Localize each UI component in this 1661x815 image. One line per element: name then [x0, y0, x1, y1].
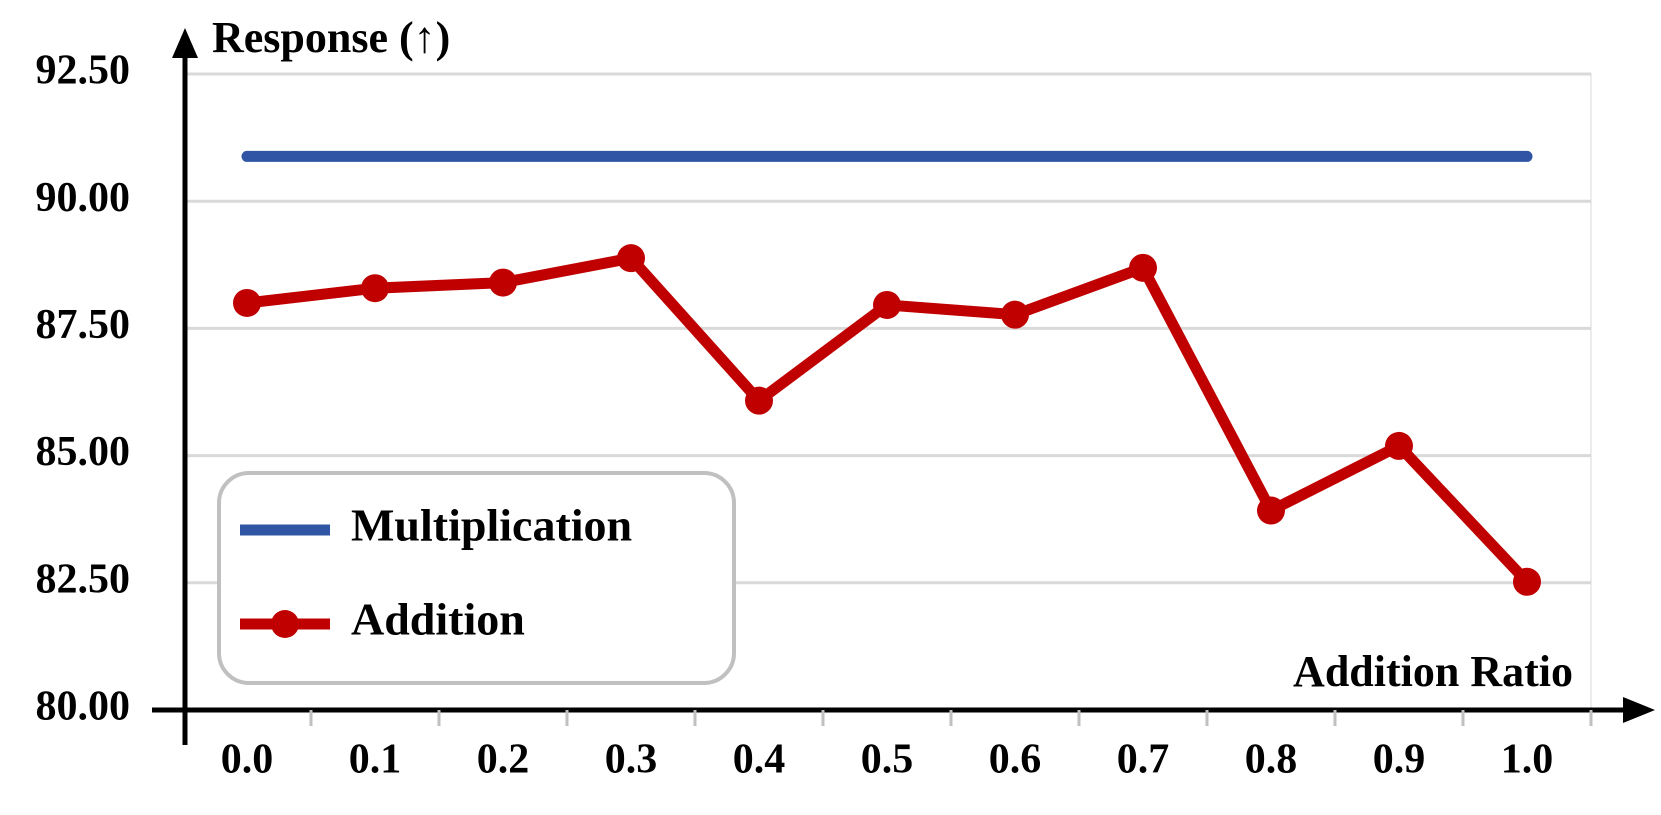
x-axis-arrow: [1623, 697, 1655, 723]
legend-items: Multiplication Addition: [240, 500, 632, 645]
x-tick-label: 0.5: [861, 737, 914, 783]
x-tick-label: 0.7: [1117, 737, 1170, 783]
point: [1001, 300, 1029, 329]
point: [1257, 496, 1285, 525]
legend: [217, 471, 736, 685]
x-tick-label: 0.0: [221, 737, 274, 783]
y-axis-arrow: [172, 28, 198, 58]
y-tick-label: 82.50: [36, 556, 131, 602]
y-tick-label: 85.00: [36, 429, 131, 475]
point: [1513, 567, 1541, 596]
y-tick-label: 92.50: [36, 48, 131, 94]
x-tick-label: 0.2: [477, 737, 530, 783]
point: [873, 290, 901, 319]
x-axis-title: Addition Ratio: [1293, 647, 1573, 696]
y-tick-label: 80.00: [36, 684, 131, 730]
point: [745, 386, 773, 415]
y-tick-label: 90.00: [36, 175, 131, 221]
y-axis-title: Response (↑): [212, 13, 450, 62]
x-tick-label: 0.1: [349, 737, 402, 783]
x-tick-label: 0.3: [605, 737, 658, 783]
legend-label: Multiplication: [351, 500, 632, 551]
point: [233, 288, 261, 317]
point: [489, 268, 517, 297]
marks: [233, 150, 1541, 596]
point: [361, 274, 389, 303]
x-tick-label: 0.9: [1373, 737, 1426, 783]
point: [1385, 431, 1413, 460]
legend-marker: [271, 610, 299, 638]
legend-label: Addition: [351, 594, 525, 645]
point: [617, 244, 645, 273]
x-tick-label: 0.4: [733, 737, 786, 783]
x-tick-label: 1.0: [1501, 737, 1554, 783]
y-tick-label: 87.50: [36, 302, 131, 348]
x-tick-label: 0.8: [1245, 737, 1298, 783]
point: [1129, 253, 1157, 282]
x-tick-label: 0.6: [989, 737, 1042, 783]
